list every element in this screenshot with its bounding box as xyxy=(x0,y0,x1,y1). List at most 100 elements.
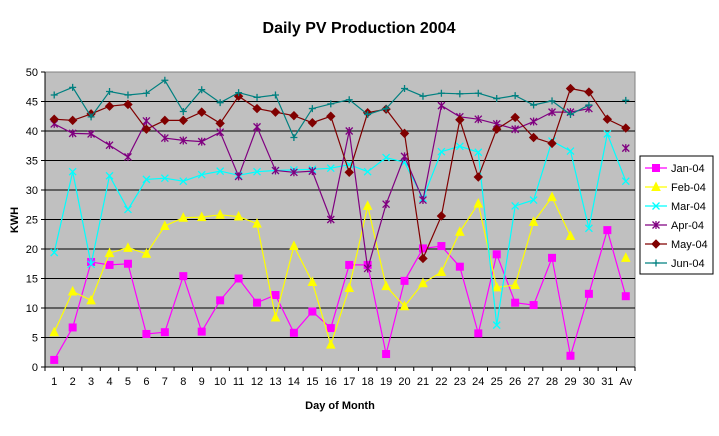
data-point xyxy=(68,167,77,176)
data-point xyxy=(252,103,262,114)
data-point xyxy=(492,250,501,259)
y-tick-label: 25 xyxy=(26,215,38,227)
data-point xyxy=(621,144,630,153)
series-may-04 xyxy=(49,83,631,264)
legend-marker xyxy=(652,164,660,172)
legend-marker xyxy=(651,239,661,249)
series-line xyxy=(53,131,627,326)
data-point xyxy=(216,128,225,137)
y-tick-label: 50 xyxy=(26,67,38,79)
data-point xyxy=(400,152,409,161)
data-point xyxy=(308,167,317,176)
data-point xyxy=(104,101,115,111)
data-point xyxy=(455,226,465,236)
y-tick-label: 5 xyxy=(32,333,38,345)
y-tick-label: 40 xyxy=(26,126,38,138)
data-point xyxy=(124,205,132,214)
data-point xyxy=(345,96,353,104)
data-point xyxy=(216,99,224,107)
x-tick-label: 28 xyxy=(546,376,558,388)
data-point xyxy=(141,248,152,258)
data-point xyxy=(382,105,390,113)
data-point xyxy=(401,85,409,93)
data-point xyxy=(603,226,612,235)
data-point xyxy=(492,124,502,134)
data-point xyxy=(307,118,318,128)
y-tick-label: 15 xyxy=(26,274,38,286)
data-point xyxy=(474,89,482,97)
data-point xyxy=(234,274,243,283)
data-point xyxy=(124,152,132,161)
data-point xyxy=(160,115,170,126)
data-point xyxy=(474,115,483,124)
data-point xyxy=(382,153,391,162)
x-tick-label: 24 xyxy=(472,376,484,388)
data-point xyxy=(326,164,335,173)
data-point xyxy=(142,89,150,97)
data-point xyxy=(179,272,188,281)
data-point xyxy=(49,114,59,124)
x-tick-label: 25 xyxy=(491,376,503,388)
x-tick-label: 7 xyxy=(162,376,168,388)
data-point xyxy=(492,321,501,330)
y-tick-label: 45 xyxy=(26,97,38,109)
data-point xyxy=(104,247,115,258)
data-point xyxy=(216,296,225,305)
x-tick-label: 30 xyxy=(583,376,595,388)
data-point xyxy=(326,111,336,121)
y-tick-label: 35 xyxy=(26,156,38,168)
data-point xyxy=(437,147,446,156)
data-point xyxy=(528,132,539,143)
data-point xyxy=(345,127,354,135)
data-point xyxy=(585,101,593,109)
x-tick-label: 17 xyxy=(343,376,355,388)
data-point xyxy=(326,215,335,224)
data-point xyxy=(67,115,78,126)
data-point xyxy=(548,253,557,262)
data-point xyxy=(142,175,151,184)
data-point xyxy=(455,142,464,151)
x-tick-label: 2 xyxy=(70,376,76,388)
x-tick-label: 20 xyxy=(398,376,410,388)
data-point xyxy=(400,158,409,167)
data-point xyxy=(363,264,372,273)
data-point xyxy=(290,133,298,141)
data-point xyxy=(68,323,77,332)
data-point xyxy=(473,172,483,182)
data-point xyxy=(327,100,335,108)
y-tick-label: 10 xyxy=(26,303,38,315)
data-point xyxy=(344,282,355,292)
data-point xyxy=(474,148,483,157)
series-apr-04 xyxy=(50,101,630,273)
data-point xyxy=(584,224,593,233)
data-point xyxy=(289,240,299,251)
data-point xyxy=(326,324,335,333)
x-tick-label: 31 xyxy=(601,376,613,388)
data-point xyxy=(455,262,464,271)
data-point xyxy=(584,289,593,298)
y-tick-label: 0 xyxy=(32,362,38,374)
x-tick-label: 10 xyxy=(214,376,226,388)
data-point xyxy=(621,292,630,301)
data-point xyxy=(511,92,519,100)
data-point xyxy=(566,147,575,156)
data-point xyxy=(271,291,280,300)
data-point xyxy=(67,285,78,296)
data-point xyxy=(216,167,225,176)
legend-marker xyxy=(652,202,660,210)
data-point xyxy=(622,96,630,104)
data-point xyxy=(198,86,206,94)
data-point xyxy=(381,280,391,291)
data-point xyxy=(160,220,170,230)
legend-label: May-04 xyxy=(671,239,708,251)
legend-marker xyxy=(651,181,661,191)
data-point xyxy=(289,168,298,177)
data-point xyxy=(566,110,574,118)
data-point xyxy=(141,124,152,134)
x-tick-label: 26 xyxy=(509,376,521,388)
data-point xyxy=(399,300,410,311)
legend-marker xyxy=(652,259,660,267)
data-point xyxy=(50,91,58,99)
